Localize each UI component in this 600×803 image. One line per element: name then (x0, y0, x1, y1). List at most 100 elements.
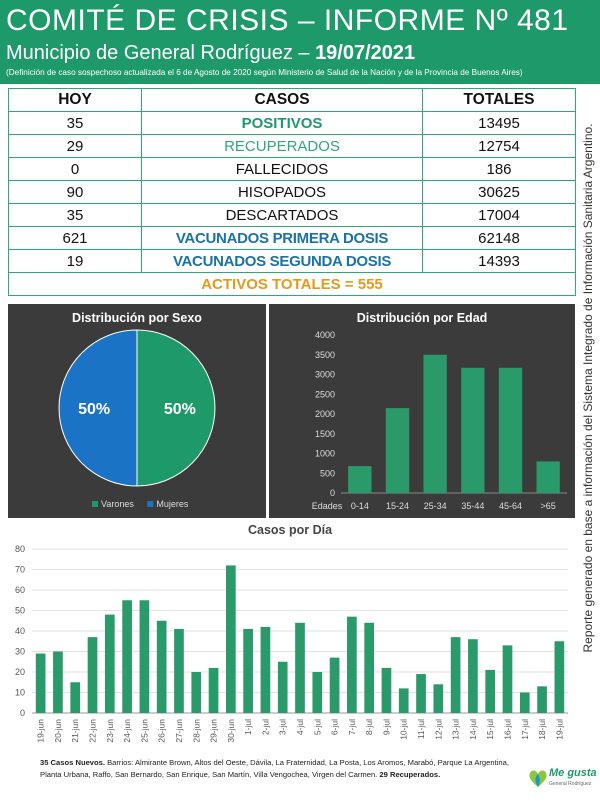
heart-icon (529, 770, 547, 787)
dia-bar (398, 688, 409, 713)
table-row: 29 RECUPERADOS 12754 (8, 134, 576, 158)
x-tick-label: 1-jul (243, 719, 253, 735)
y-tick-label: 2000 (315, 409, 335, 419)
table-row: 621 VACUNADOS PRIMERA DOSIS 62148 (8, 226, 576, 250)
x-tick-label: 6-jul (330, 719, 340, 735)
sexo-chart-title: Distribución por Sexo (72, 311, 202, 325)
dia-bar (450, 637, 461, 713)
dia-bar (554, 641, 565, 713)
row-fallecidos-label: FALLECIDOS (141, 157, 423, 181)
cases-table: HOY CASOS TOTALES 35 POSITIVOS 13495 29 … (8, 88, 576, 296)
x-tick-label: 4-jul (295, 719, 305, 735)
x-tick-label: 19-jul (554, 719, 564, 740)
row-fallecidos-total: 186 (422, 157, 576, 181)
sexo-pie-chart: 50% 50% Varones Mujeres (58, 329, 216, 509)
y-tick-label: 3000 (315, 370, 335, 380)
x-tick-label: 16-jul (502, 719, 512, 740)
x-tick-label: 24-jun (122, 719, 132, 743)
row-primera-dosis-total: 62148 (422, 226, 576, 250)
x-tick-label: 14-jul (468, 719, 478, 740)
dia-bar (208, 667, 219, 713)
dia-bar (122, 600, 132, 713)
row-hisopados-label: HISOPADOS (141, 180, 423, 204)
report-date: 19/07/2021 (315, 42, 416, 64)
row-descartados-total: 17004 (422, 203, 576, 227)
x-tick-label: 15-jul (485, 719, 495, 740)
x-tick-label: 10-jul (399, 719, 409, 740)
edad-chart-title: Distribución por Edad (356, 311, 488, 325)
x-axis-label: Edades (312, 501, 343, 511)
sexo-chart-panel: Distribución por Sexo 50% 50% Varones Mujer… (8, 304, 266, 518)
pie-slice-mujeres (58, 329, 138, 487)
row-recuperados-total: 12754 (422, 134, 576, 158)
y-tick-label: 2500 (315, 389, 335, 399)
dia-bar (87, 637, 98, 713)
y-tick-label: 1500 (315, 429, 335, 439)
legend-label: Varones (101, 499, 134, 509)
row-recuperados-hoy: 29 (8, 134, 142, 158)
row-descartados-hoy: 35 (8, 203, 142, 227)
row-positivos-total: 13495 (422, 111, 576, 135)
x-tick-label: 29-jun (209, 719, 219, 743)
dia-bar (519, 692, 530, 713)
dia-bar (70, 682, 81, 713)
y-tick-label: 4000 (315, 330, 335, 340)
table-row: 35 DESCARTADOS 17004 (8, 203, 576, 227)
legend-swatch (147, 501, 154, 507)
y-tick-label: 0 (20, 708, 25, 718)
logo-text: Me gusta (549, 767, 597, 779)
dia-bar (174, 628, 184, 713)
x-tick-label: 23-jun (105, 719, 115, 743)
pie-data-label: 50% (78, 401, 110, 418)
x-tick-label: 17-jul (520, 719, 530, 740)
y-tick-label: 1000 (315, 449, 335, 459)
y-tick-label: 0 (330, 488, 335, 498)
footer-barrios: Barrios: Almirante Brown, Altos del Oest… (40, 758, 509, 779)
table-row: 35 POSITIVOS 13495 (8, 111, 576, 135)
footer-note: 35 Casos Nuevos. Barrios: Almirante Brow… (40, 757, 530, 781)
dia-bar (485, 669, 496, 713)
y-tick-label: 80 (15, 544, 25, 554)
y-tick-label: 40 (15, 626, 25, 636)
x-tick-label: 3-jul (278, 719, 288, 735)
logo-subtext: General Rodríguez (549, 781, 592, 787)
x-tick-label: 20-jun (53, 719, 63, 743)
x-tick-label: 19-jun (36, 719, 46, 743)
header-casos: CASOS (141, 88, 423, 112)
report-subtitle: Municipio de General Rodríguez – 19/07/2… (6, 42, 415, 65)
pie-slice-varones (136, 329, 216, 487)
y-tick-label: 10 (15, 688, 25, 698)
legend-swatch (92, 501, 98, 507)
x-tick-label: 27-jun (174, 719, 184, 743)
x-tick-label: 13-jul (451, 719, 461, 740)
dia-bar (433, 684, 444, 713)
y-tick-label: 60 (15, 585, 25, 595)
table-row: 0 FALLECIDOS 186 (8, 157, 576, 181)
source-note-text: Reporte generado en base a información d… (581, 123, 595, 653)
source-note: Reporte generado en base a información d… (578, 88, 598, 688)
dia-bar (104, 614, 115, 713)
row-segunda-dosis-hoy: 19 (8, 249, 142, 273)
y-tick-label: 70 (15, 565, 25, 575)
row-primera-dosis-label: VACUNADOS PRIMERA DOSIS (141, 226, 423, 250)
dia-bar (156, 620, 167, 713)
row-recuperados-label: RECUPERADOS (141, 134, 423, 158)
row-descartados-label: DESCARTADOS (141, 203, 423, 227)
dia-bar (329, 657, 340, 713)
header-totales: TOTALES (422, 88, 576, 112)
y-tick-label: 30 (15, 647, 25, 657)
row-positivos-hoy: 35 (8, 111, 142, 135)
legend-label: Mujeres (156, 499, 189, 509)
dia-bar (416, 674, 426, 713)
footer-recuperados: 29 Recuperados. (379, 770, 441, 779)
y-tick-label: 50 (15, 606, 25, 616)
x-tick-label: 8-jul (364, 719, 374, 735)
x-tick-label: 2-jul (260, 719, 270, 735)
definition-note: (Definición de caso sospechoso actualiza… (6, 68, 523, 77)
table-header-row: HOY CASOS TOTALES (8, 88, 576, 112)
dia-bar (468, 639, 478, 713)
edad-chart-panel: Distribución por Edad 0 500 1000 1500 2000 25… (269, 304, 575, 518)
dia-bar (312, 672, 323, 713)
header-hoy: HOY (8, 88, 142, 112)
edad-bar (461, 367, 485, 493)
